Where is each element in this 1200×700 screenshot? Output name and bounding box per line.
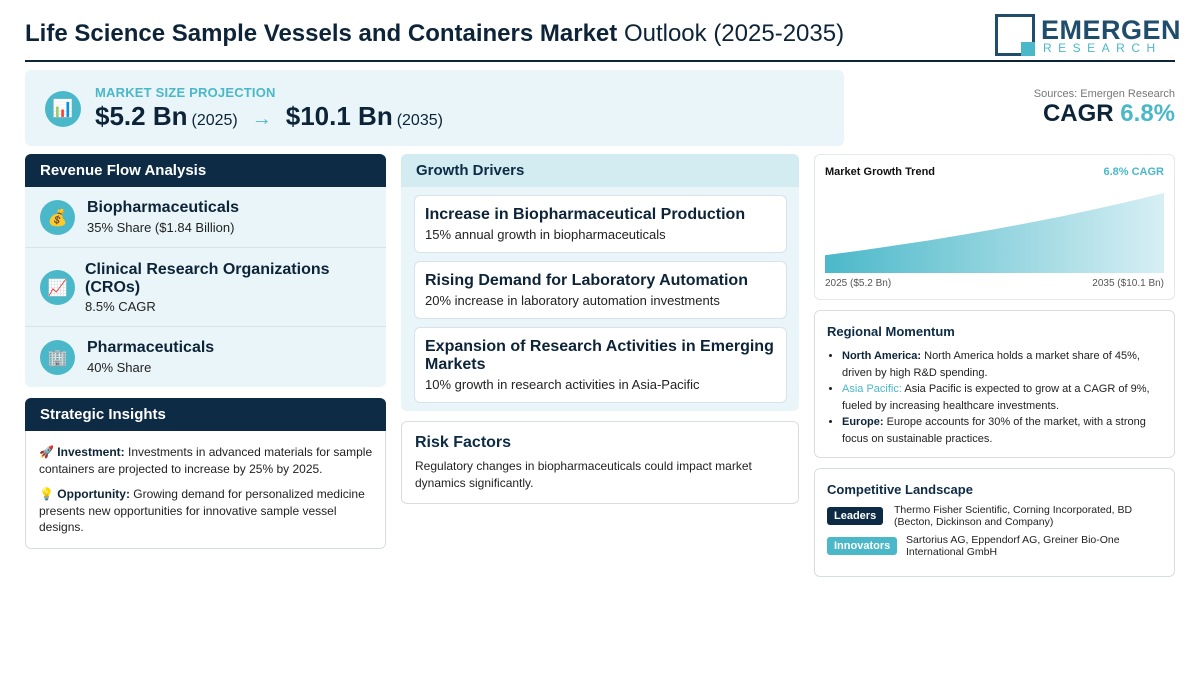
- cagr-value: 6.8%: [1120, 100, 1175, 127]
- revenue-item-name: Clinical Research Organizations (CROs): [85, 261, 330, 296]
- revenue-item: 📈 Clinical Research Organizations (CROs)…: [25, 248, 386, 327]
- cagr-summary: CAGR 6.8%: [1043, 100, 1175, 128]
- arrow-right-icon: →: [251, 108, 272, 130]
- innovators-badge: Innovators: [827, 537, 898, 555]
- driver-sub: 15% annual growth in biopharmaceuticals: [425, 227, 666, 242]
- strategic-insights-card: Strategic Insights 🚀 Investment: Investm…: [25, 398, 386, 549]
- logo-sub: RESEARCH: [1043, 41, 1162, 55]
- region-name: Europe:: [842, 416, 884, 428]
- trend-end-label: 2035 ($10.1 Bn): [1092, 278, 1164, 289]
- projection-values: $5.2 Bn (2025) → $10.1 Bn (2035): [95, 101, 443, 132]
- market-size-projection: 📊 MARKET SIZE PROJECTION $5.2 Bn (2025) → $…: [25, 70, 844, 146]
- revenue-item-sub: 40% Share: [87, 360, 152, 375]
- trend-cagr: 6.8% CAGR: [1103, 166, 1164, 178]
- driver-sub: 20% increase in laboratory automation in…: [425, 293, 720, 308]
- driver-item: Increase in Biopharmaceutical Production…: [414, 195, 787, 253]
- region-text: North America holds a market share of 45…: [842, 350, 1140, 379]
- competitive-landscape-title: Competitive Landscape: [827, 482, 973, 497]
- logo-name: EMERGEN: [1041, 15, 1182, 45]
- start-value: $5.2 Bn: [95, 101, 188, 131]
- revenue-item-sub: 8.5% CAGR: [85, 299, 156, 314]
- regional-list: North America: North America holds a mar…: [842, 348, 1162, 447]
- revenue-item-name: Pharmaceuticals: [87, 339, 215, 356]
- end-value: $10.1 Bn: [285, 101, 393, 131]
- regional-momentum-card: Regional Momentum North America: North A…: [814, 310, 1175, 458]
- revenue-item: 💰 Biopharmaceuticals 35% Share ($1.84 Bi…: [25, 187, 386, 248]
- insight-text: Investments in advanced materials for sa…: [39, 445, 373, 476]
- bar-chart-icon: 📊: [45, 91, 81, 127]
- insight-label: Investment:: [57, 445, 125, 459]
- revenue-item-sub: 35% Share ($1.84 Billion): [87, 220, 235, 235]
- revenue-item: 🏢 Pharmaceuticals 40% Share: [25, 327, 386, 387]
- cagr-label: CAGR: [1042, 100, 1114, 127]
- logo-mark-icon: [995, 14, 1035, 56]
- strategic-insights-title: Strategic Insights: [25, 398, 386, 431]
- driver-sub: 10% growth in research activities in Asi…: [425, 377, 700, 392]
- risk-factors-title: Risk Factors: [415, 434, 512, 451]
- driver-title: Rising Demand for Laboratory Automation: [425, 272, 748, 289]
- projection-label: MARKET SIZE PROJECTION: [95, 85, 276, 100]
- start-year: (2025): [191, 112, 238, 129]
- region-name: Asia Pacific:: [842, 383, 902, 395]
- competitive-landscape-card: Competitive Landscape Leaders Thermo Fis…: [814, 468, 1175, 577]
- revenue-item-name: Biopharmaceuticals: [87, 199, 240, 216]
- lightbulb-icon: 💡: [39, 487, 54, 501]
- revenue-flow-card: Revenue Flow Analysis 💰 Biopharmaceutica…: [25, 154, 386, 387]
- driver-item: Rising Demand for Laboratory Automation …: [414, 261, 787, 319]
- driver-title: Increase in Biopharmaceutical Production: [425, 206, 746, 223]
- region-item: Asia Pacific: Asia Pacific is expected t…: [842, 381, 1162, 414]
- growth-drivers-title: Growth Drivers: [401, 154, 799, 187]
- page-title: Life Science Sample Vessels and Containe…: [25, 20, 844, 48]
- revenue-flow-title: Revenue Flow Analysis: [25, 154, 386, 187]
- region-item: Europe: Europe accounts for 30% of the m…: [842, 414, 1162, 447]
- trend-chart-icon: 📈: [40, 270, 75, 305]
- trend-title: Market Growth Trend: [825, 166, 936, 178]
- building-icon: 🏢: [40, 340, 75, 375]
- rocket-icon: 🚀: [39, 445, 54, 459]
- driver-title: Expansion of Research Activities in Emer…: [425, 338, 774, 373]
- regional-momentum-title: Regional Momentum: [827, 324, 955, 339]
- risk-factors-card: Risk Factors Regulatory changes in bioph…: [401, 421, 799, 504]
- emergen-logo[interactable]: EMERGEN RESEARCH: [995, 14, 1181, 56]
- market-growth-trend-card: Market Growth Trend 6.8% CAGR 2025 ($5.2…: [814, 154, 1175, 300]
- insight-opportunity: 💡 Opportunity: Growing demand for person…: [39, 486, 377, 536]
- sources-note: Sources: Emergen Research: [1033, 88, 1175, 100]
- title-rest: Outlook (2025-2035): [623, 20, 845, 47]
- risk-factors-text: Regulatory changes in biopharmaceuticals…: [415, 459, 752, 490]
- insight-label: Opportunity:: [57, 487, 130, 501]
- insight-text: Growing demand for personalized medicine…: [39, 487, 365, 534]
- insight-investment: 🚀 Investment: Investments in advanced ma…: [39, 444, 377, 477]
- driver-item: Expansion of Research Activities in Emer…: [414, 327, 787, 403]
- leaders-badge: Leaders: [827, 507, 884, 525]
- region-name: North America:: [842, 350, 922, 362]
- growth-drivers-card: Growth Drivers Increase in Biopharmaceut…: [401, 154, 799, 411]
- innovators-text: Sartorius AG, Eppendorf AG, Greiner Bio-…: [906, 534, 1120, 558]
- leaders-text: Thermo Fisher Scientific, Corning Incorp…: [894, 504, 1133, 528]
- growth-area: [825, 193, 1164, 273]
- trend-start-label: 2025 ($5.2 Bn): [825, 278, 892, 289]
- growth-trend-chart: [825, 193, 1164, 273]
- title-bold: Life Science Sample Vessels and Containe…: [25, 20, 618, 47]
- region-item: North America: North America holds a mar…: [842, 348, 1162, 381]
- region-text: Asia Pacific is expected to grow at a CA…: [842, 383, 1150, 412]
- page-header: Life Science Sample Vessels and Containe…: [25, 10, 1181, 62]
- region-text: Europe accounts for 30% of the market, w…: [842, 416, 1146, 445]
- end-year: (2035): [396, 112, 443, 129]
- money-bag-icon: 💰: [40, 200, 75, 235]
